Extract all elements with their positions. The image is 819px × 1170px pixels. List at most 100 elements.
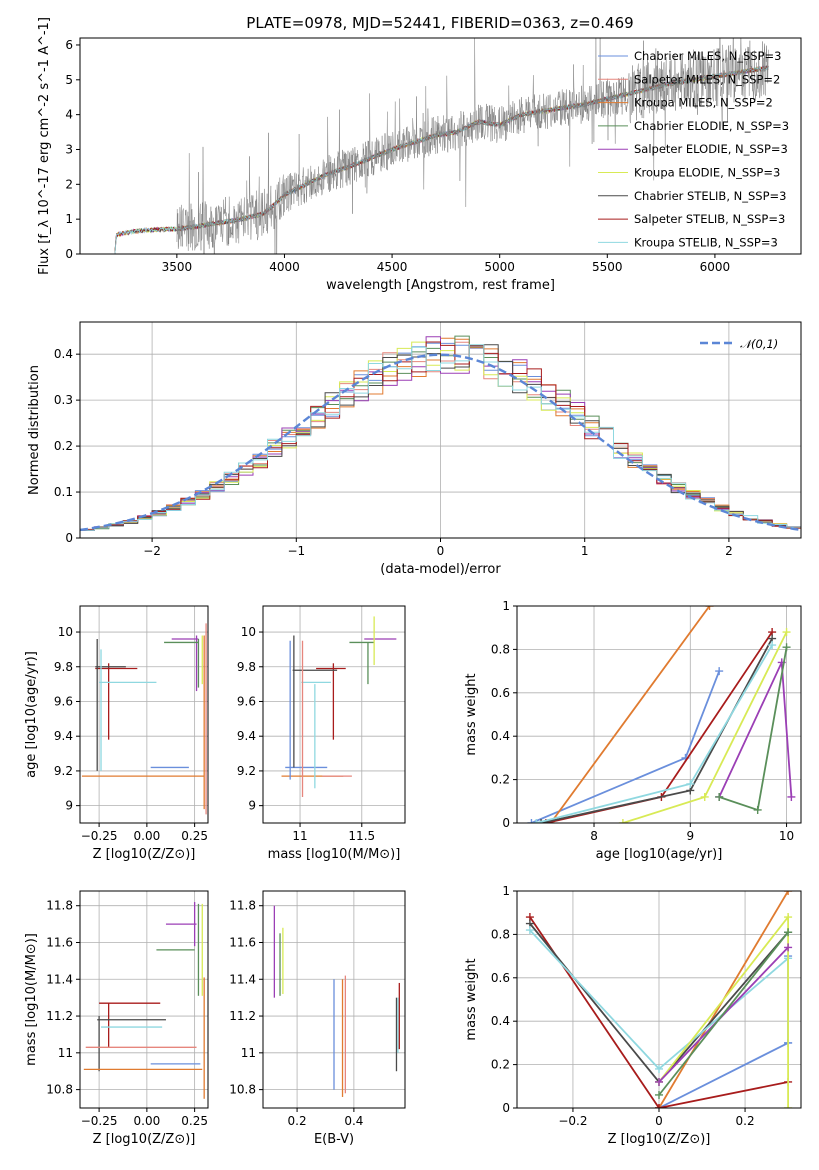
weight-point — [655, 1077, 663, 1086]
y-tick-label: 9.6 — [237, 694, 256, 708]
y-tick-label: 0 — [502, 816, 510, 830]
y-axis-label: mass [log10(M/M⊙)] — [24, 933, 39, 1066]
x-axis-label: (data-model)/error — [380, 562, 501, 577]
weight-point — [686, 779, 695, 788]
x-axis-label: age [log10(age/yr)] — [596, 847, 723, 862]
legend-entry: Kroupa STELIB, N_SSP=3 — [634, 235, 778, 249]
x-tick-label: 4500 — [377, 260, 408, 274]
y-tick-label: 0.6 — [491, 686, 510, 700]
y-tick-label: 10 — [58, 625, 73, 639]
legend-entry: Kroupa ELODIE, N_SSP=3 — [634, 166, 780, 180]
plot-area — [81, 623, 207, 815]
y-tick-label: 9.4 — [54, 729, 73, 743]
y-tick-label: 4 — [65, 108, 73, 122]
panel-weight_vs_age: 8 9 10 0 0.2 0.4 0.6 0.8 1 age [log10(age/yr)] mas… — [464, 599, 802, 862]
x-axis-label: wavelength [Angstrom, rest frame] — [326, 278, 555, 293]
y-axis-label: Flux [f_λ 10^-17 erg cm^-2 s^-1 A^-1] — [37, 17, 52, 275]
y-tick-label: 9 — [65, 799, 73, 813]
figure-title: PLATE=0978, MJD=52441, FIBERID=0363, z=0… — [246, 14, 633, 32]
x-tick-label: −2 — [143, 544, 161, 558]
weight-point — [537, 819, 546, 823]
y-tick-label: 0.1 — [54, 485, 73, 499]
axes-frame — [79, 605, 209, 824]
legend-entry: Chabrier MILES, N_SSP=3 — [634, 49, 781, 63]
legend-entry: Salpeter MILES, N_SSP=2 — [634, 72, 780, 86]
x-tick-label: −0.25 — [81, 1114, 118, 1128]
y-tick-label: 0.3 — [54, 393, 73, 407]
plot-area — [112, 38, 769, 254]
weight-point — [618, 819, 627, 823]
y-tick-label: 0.8 — [491, 642, 510, 656]
y-tick-label: 1 — [502, 599, 510, 613]
x-tick-label: 0.2 — [736, 1114, 755, 1128]
x-tick-label: 10 — [779, 829, 794, 843]
x-tick-label: 6000 — [700, 260, 731, 274]
weight-point — [782, 628, 791, 637]
weight-point — [782, 643, 791, 652]
residual-histogram — [80, 344, 801, 531]
weight-point — [655, 1104, 663, 1108]
axes-frame — [79, 321, 802, 539]
legend: 𝒩(0,1) — [700, 337, 778, 351]
axes-frame — [516, 890, 802, 1109]
x-tick-label: 0.25 — [181, 1114, 208, 1128]
plot-area — [281, 616, 397, 797]
x-tick-label: 8 — [590, 829, 598, 843]
y-tick-label: 11.8 — [46, 899, 73, 913]
plot-area — [273, 905, 400, 1097]
legend-entry: Kroupa MILES, N_SSP=2 — [634, 96, 773, 110]
legend-entry: Chabrier STELIB, N_SSP=3 — [634, 189, 786, 203]
y-tick-label: 0 — [65, 247, 73, 261]
x-tick-label: −0.25 — [81, 829, 118, 843]
y-tick-label: 9.8 — [54, 660, 73, 674]
y-tick-label: 11 — [241, 1046, 256, 1060]
x-tick-label: 9 — [686, 829, 694, 843]
weight-point — [715, 792, 724, 801]
weight-line — [658, 1042, 789, 1108]
weight-point — [768, 641, 777, 650]
panel-residuals: −2 −1 0 1 2 0 0.1 0.2 0.3 0.4 (data-model)/error No… — [27, 321, 802, 577]
x-axis-label: Z [log10(Z/Z⊙)] — [93, 1132, 196, 1147]
y-tick-label: 0.2 — [491, 773, 510, 787]
y-axis-label: age [log10(age/yr)] — [24, 651, 39, 778]
y-tick-label: 11.4 — [46, 972, 73, 986]
weight-point — [715, 667, 724, 676]
x-tick-label: 5500 — [592, 260, 623, 274]
y-tick-label: 0.4 — [491, 1014, 510, 1028]
legend-entry: Chabrier ELODIE, N_SSP=3 — [634, 119, 789, 133]
weight-point — [705, 606, 714, 610]
weight-point — [655, 1090, 663, 1099]
plot-area — [527, 606, 796, 823]
y-axis-label: mass weight — [464, 673, 479, 755]
weight-line — [545, 631, 773, 823]
weight-point — [532, 819, 541, 823]
y-tick-label: 9.2 — [54, 764, 73, 778]
x-tick-label: −0.2 — [558, 1114, 587, 1128]
y-tick-label: 9.8 — [237, 660, 256, 674]
residual-histogram — [80, 344, 801, 531]
y-tick-label: 11.2 — [229, 1009, 256, 1023]
x-tick-label: 0.00 — [134, 829, 161, 843]
weight-point — [787, 792, 796, 801]
axes-frame — [79, 37, 802, 255]
weight-line — [658, 931, 789, 1096]
y-tick-label: 10.8 — [46, 1083, 73, 1097]
weight-point — [525, 926, 534, 935]
legend-entry: Salpeter ELODIE, N_SSP=3 — [634, 142, 788, 156]
y-tick-label: 9.2 — [237, 764, 256, 778]
residual-histogram — [80, 341, 801, 530]
y-tick-label: 2 — [65, 177, 73, 191]
x-tick-label: 0.4 — [344, 1114, 363, 1128]
panel-weight_vs_Z: −0.2 0 0.2 0 0.2 0.4 0.6 0.8 1 Z [log10(Z/Z⊙)] mas… — [464, 884, 802, 1147]
weight-point — [784, 891, 793, 895]
x-tick-label: 0.2 — [288, 1114, 307, 1128]
x-tick-label: 2 — [725, 544, 733, 558]
legend: Chabrier MILES, N_SSP=3 Salpeter MILES, N… — [598, 49, 789, 249]
axes-frame — [516, 605, 802, 824]
weight-point — [753, 805, 762, 814]
y-tick-label: 0 — [502, 1101, 510, 1115]
weight-line — [549, 606, 711, 823]
panel-age_vs_Z: −0.25 0.00 0.25 9 9.2 9.4 9.6 9.8 10 Z [log10(Z/Z… — [24, 605, 209, 862]
y-tick-label: 3 — [65, 142, 73, 156]
